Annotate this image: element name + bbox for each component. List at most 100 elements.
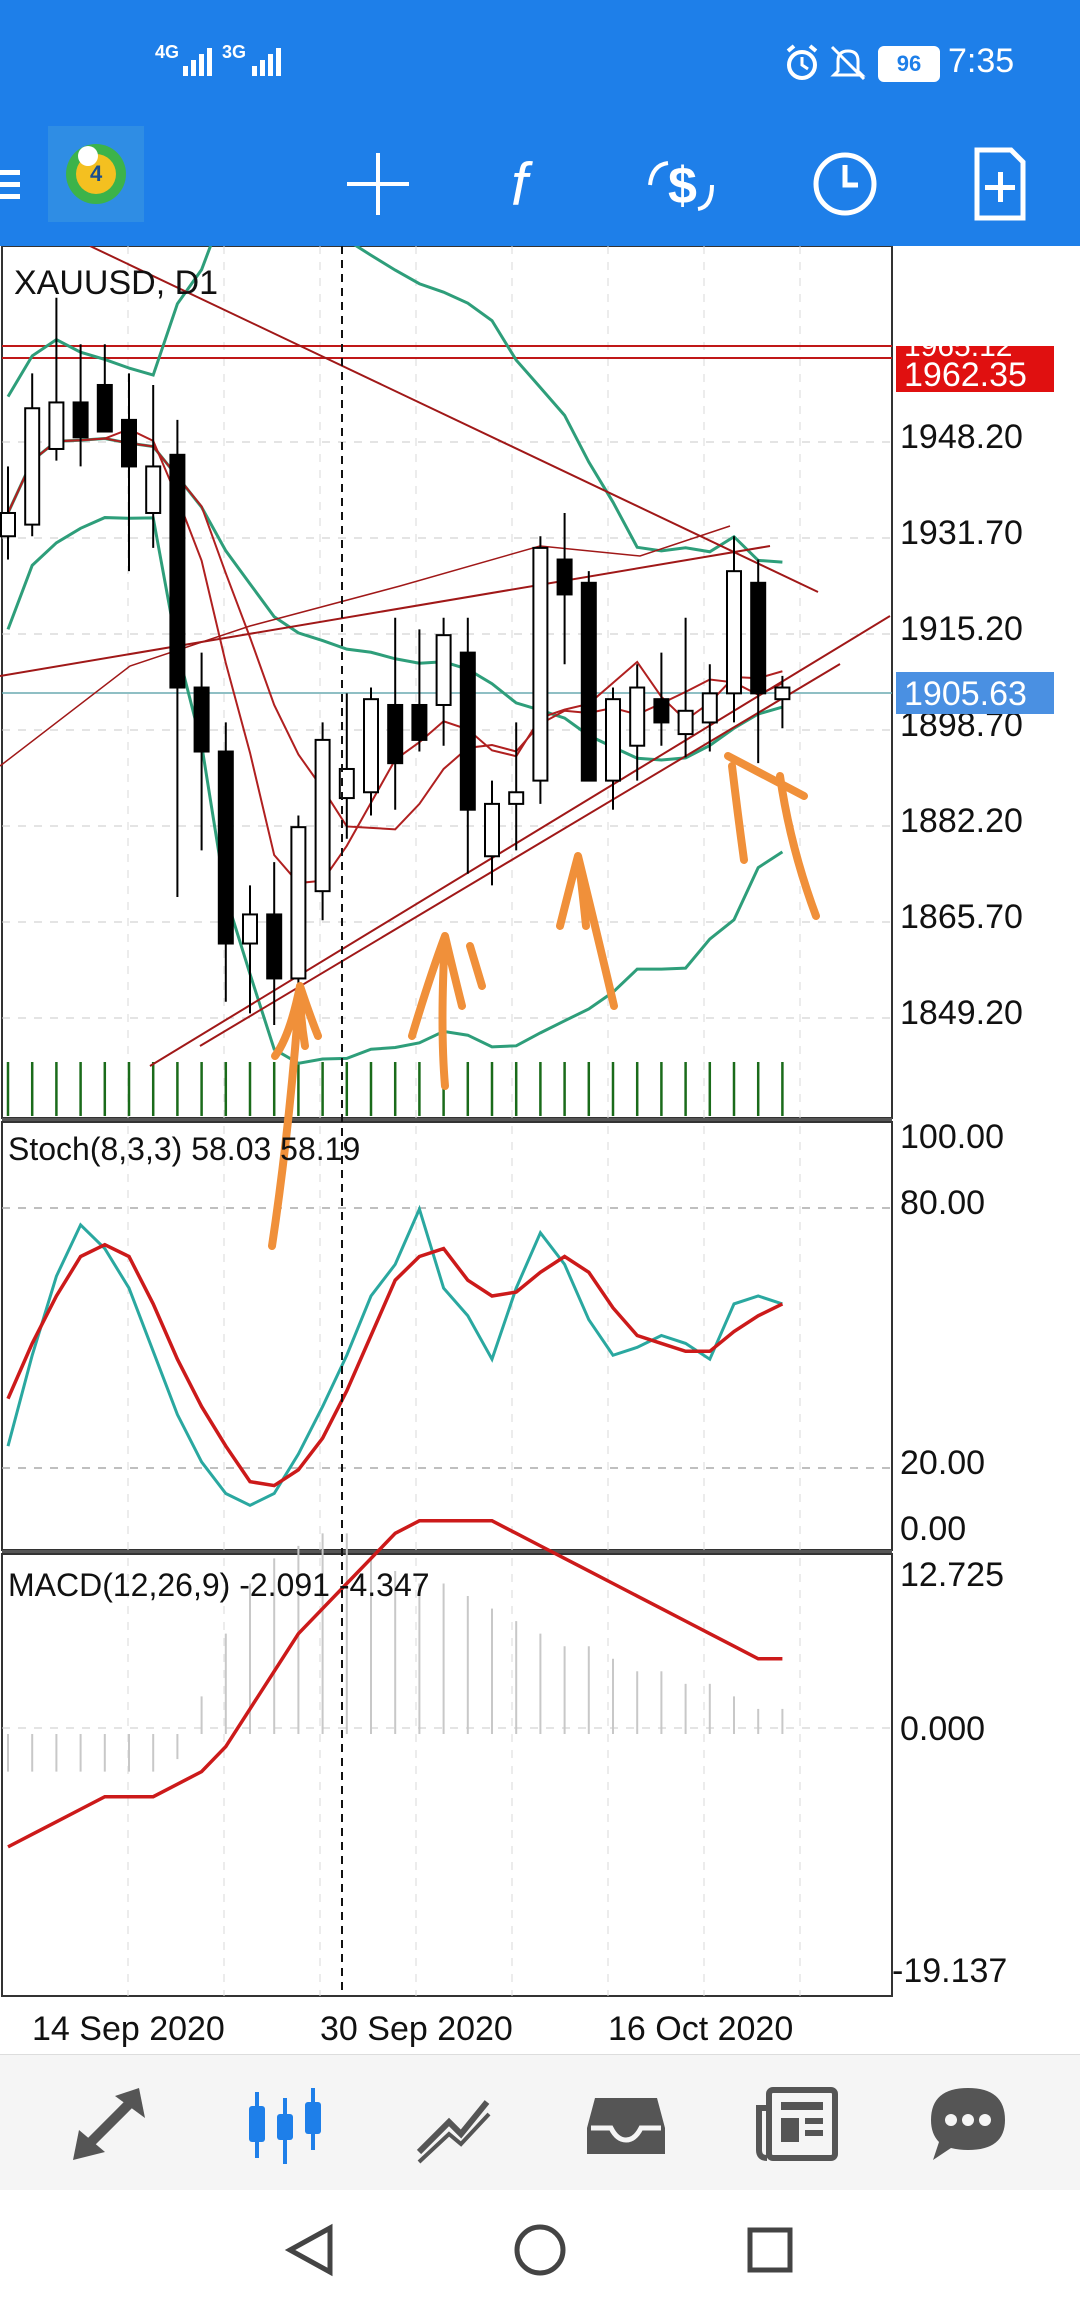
signal-1-label: 4G (155, 42, 179, 62)
home-button[interactable] (500, 2210, 580, 2290)
stoch-label: Stoch(8,3,3) 58.03 58.19 (8, 1131, 360, 1167)
candle-body (121, 418, 137, 468)
candle-body (556, 558, 573, 596)
candle-body (653, 698, 670, 724)
candle-body (701, 692, 718, 724)
trendline-resistance (89, 245, 819, 593)
crosshair-icon (347, 153, 409, 215)
candle-body (677, 709, 694, 736)
candles (0, 297, 791, 1025)
candle-body (217, 750, 234, 945)
candle-body (459, 651, 476, 811)
status-bar: 4G 3G 96 7:35 (0, 0, 1080, 122)
signal-2-label: 3G (222, 42, 246, 62)
back-button[interactable] (270, 2210, 350, 2290)
trade-icon: $ (648, 157, 714, 215)
macd-series (7, 1519, 784, 1849)
timeframe-button[interactable] (795, 134, 895, 234)
home-circle-icon (514, 2224, 566, 2276)
signal-2-bars-icon (252, 48, 281, 76)
candle-body (72, 401, 89, 439)
nav-chart[interactable] (226, 2065, 342, 2181)
trade-button[interactable]: $ (637, 134, 737, 234)
candle-body (338, 767, 355, 800)
candle-body (24, 407, 41, 526)
price-tick: 1915.20 (900, 610, 1023, 648)
new-order-icon (974, 147, 1026, 221)
date-tick: 14 Sep 2020 (32, 2010, 225, 2048)
candle-body (411, 703, 428, 741)
stoch-tick: 0.00 (900, 1510, 966, 1548)
back-triangle-icon (284, 2223, 333, 2277)
recents-square-icon (747, 2227, 793, 2273)
bollinger-lower-line (6, 516, 784, 1065)
function-icon: f (511, 151, 533, 218)
nav-history[interactable] (568, 2065, 684, 2181)
candle-body (484, 802, 500, 858)
macd-divider (2, 1550, 892, 1554)
price-tick: 1948.20 (900, 418, 1023, 456)
candle-body (193, 686, 210, 753)
battery-level: 96 (896, 51, 922, 76)
price-tick: 1865.70 (900, 898, 1023, 936)
candle-body (580, 581, 597, 782)
price-axis: 1948.20 1931.70 1915.20 1898.70 1882.20 … (900, 418, 1023, 1032)
stoch-tick: 20.00 (900, 1444, 985, 1482)
candle-body (266, 913, 283, 980)
bottom-navigation (0, 2054, 1080, 2191)
price-tick: 1849.20 (900, 994, 1023, 1032)
stochastic-lines (6, 1204, 784, 1508)
macd-label: MACD(12,26,9) -2.091 -4.347 (8, 1567, 430, 1603)
macd-axis: 12.725 0.000 -19.137 (892, 1556, 1007, 1990)
candle-body (508, 791, 525, 805)
macd-panel-frame (1, 1553, 893, 1997)
metatrader-logo-icon: 4 (66, 144, 126, 204)
bollinger-upper-line (6, 182, 783, 564)
chat-bubble-icon (931, 2088, 1005, 2160)
clock: 7:35 (948, 42, 1015, 80)
candle-body (750, 581, 767, 695)
new-order-button[interactable] (950, 134, 1050, 234)
recents-button[interactable] (730, 2210, 810, 2290)
candle-body (48, 401, 65, 450)
annotation-arrow (556, 852, 618, 1010)
trendline-channel-top (0, 545, 771, 677)
indicators-button[interactable]: f (482, 134, 582, 234)
toolbar: 4 f $ (0, 122, 1080, 246)
macd-tick: -19.137 (892, 1952, 1007, 1990)
svg-text:4: 4 (90, 161, 103, 186)
candle-body (242, 913, 258, 945)
candle-body (726, 570, 742, 695)
nav-news[interactable] (740, 2065, 856, 2181)
chart-svg[interactable]: XAUUSD, D1 Stoch(8,3,3) 58.03 58.19 MACD… (0, 182, 1080, 2054)
symbol-label: XAUUSD, D1 (14, 264, 218, 302)
price-tick: 1882.20 (900, 802, 1023, 840)
volume-bars (6, 1062, 784, 1116)
nav-quotes[interactable] (52, 2065, 168, 2181)
mute-icon (830, 45, 866, 81)
battery-indicator: 96 (878, 46, 940, 82)
candle-body (0, 511, 16, 538)
crosshair-button[interactable] (328, 134, 428, 234)
inbox-icon (587, 2098, 665, 2154)
candle-body (387, 703, 404, 765)
date-tick: 30 Sep 2020 (320, 2010, 513, 2048)
chart-area[interactable]: XAUUSD, D1 Stoch(8,3,3) 58.03 58.19 MACD… (0, 182, 1080, 2054)
nav-chat[interactable] (910, 2065, 1026, 2181)
bid-price-tag-hidden: 1965.12 (904, 330, 1012, 363)
hand-drawn-annotations (268, 752, 820, 1250)
system-navigation-bar (0, 2190, 1080, 2310)
stoch-tick: 100.00 (900, 1118, 1004, 1156)
svg-text:f: f (511, 151, 533, 218)
current-price-value: 1905.63 (904, 675, 1027, 713)
candle-body (363, 698, 379, 794)
candle-body (605, 698, 621, 782)
stoch-signal-line (6, 1242, 784, 1488)
candle-body (96, 383, 113, 433)
moving-average-slow (7, 437, 783, 831)
nav-trade[interactable] (396, 2065, 512, 2181)
quotes-arrows-icon (73, 2088, 145, 2160)
date-tick: 16 Oct 2020 (608, 2010, 793, 2048)
menu-button[interactable] (0, 134, 30, 234)
candle-body (169, 453, 186, 689)
